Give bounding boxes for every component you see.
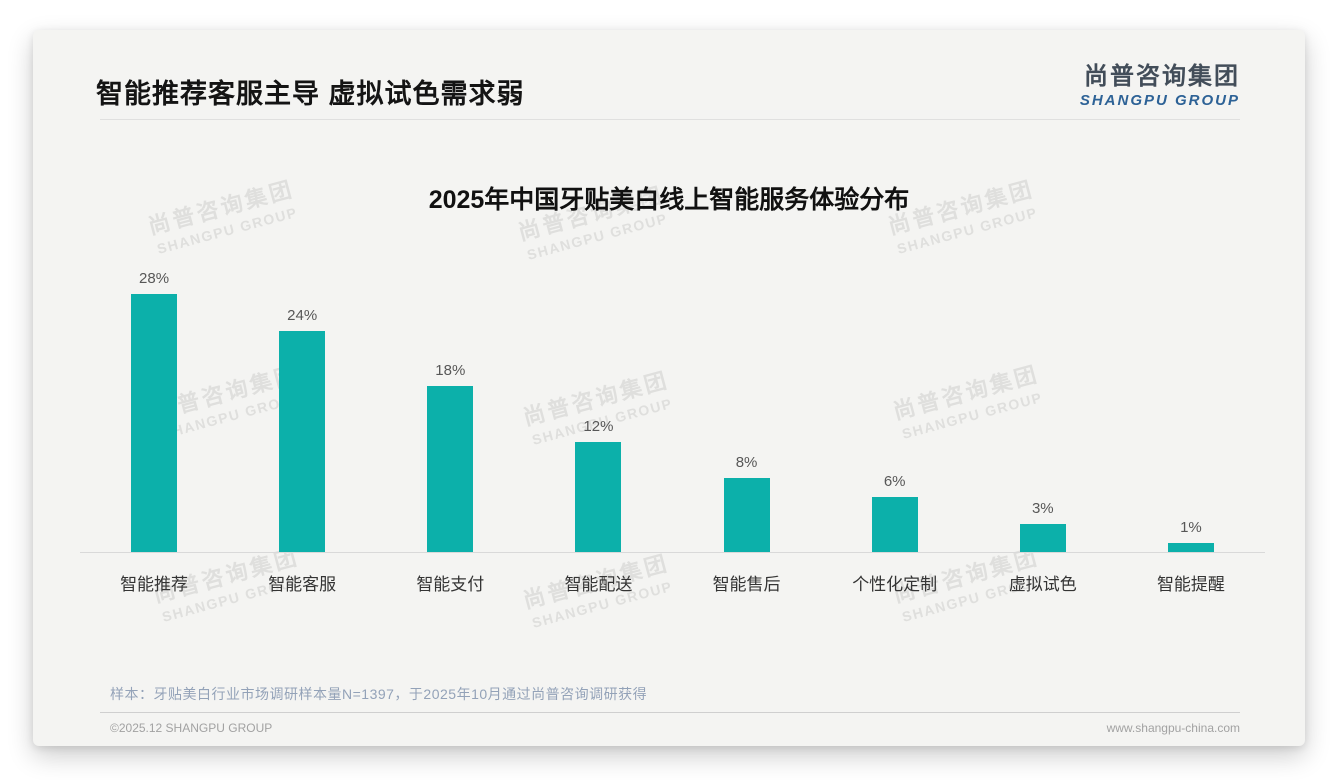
report-slide: 尚普咨询集团 SHANGPU GROUP 尚普咨询集团 SHANGPU GROU… — [33, 30, 1305, 746]
chart-title: 2025年中国牙贴美白线上智能服务体验分布 — [428, 186, 910, 214]
logo-en-text: SHANGPU GROUP — [1079, 92, 1240, 109]
logo-cn-text: 尚普咨询集团 — [1084, 63, 1240, 90]
category-label: 智能客服 — [268, 575, 337, 594]
bar-column: 1% — [1117, 519, 1265, 552]
bar-value-label: 3% — [1031, 500, 1054, 517]
bar — [1167, 543, 1214, 552]
category-axis: 智能推荐 智能客服 智能支付 智能配送 智能售后 个性化定制 虚拟试色 智能提醒 — [80, 554, 1265, 595]
bar-value-label: 6% — [883, 473, 906, 490]
category-label: 智能售后 — [712, 575, 781, 594]
bar — [131, 294, 178, 552]
website-link[interactable]: www.shangpu-china.com — [1106, 721, 1240, 735]
bar — [723, 478, 770, 552]
bar-column: 28% — [80, 270, 228, 552]
bar — [279, 331, 326, 552]
category-label: 虚拟试色 — [1008, 575, 1077, 594]
category-label: 智能配送 — [564, 575, 633, 594]
bar-value-label: 1% — [1180, 519, 1202, 536]
copyright-text: ©2025.12 SHANGPU GROUP — [110, 721, 273, 735]
bar-column: 18% — [376, 362, 524, 552]
category-label: 智能提醒 — [1156, 575, 1225, 594]
plot-area: 28% 24% 18% 12% 8% 6% 3% 1% — [80, 263, 1265, 553]
bar-value-label: 8% — [735, 454, 758, 471]
header-divider — [100, 119, 1240, 120]
bar-column: 3% — [969, 500, 1117, 552]
page-title: 智能推荐客服主导 虚拟试色需求弱 — [96, 79, 525, 109]
footer: ©2025.12 SHANGPU GROUP www.shangpu-china… — [110, 721, 1240, 735]
footer-divider — [100, 712, 1240, 713]
bar-value-label: 28% — [139, 270, 170, 287]
bar-value-label: 12% — [583, 418, 614, 435]
bar — [427, 386, 474, 552]
bar-value-label: 18% — [435, 362, 466, 379]
bar — [871, 497, 918, 552]
sample-note: 样本：牙贴美白行业市场调研样本量N=1397，于2025年10月通过尚普咨询调研… — [110, 686, 648, 702]
category-label: 智能支付 — [416, 575, 485, 594]
bar-column: 6% — [821, 473, 969, 552]
category-label: 智能推荐 — [120, 575, 189, 594]
company-logo: 尚普咨询集团 SHANGPU GROUP — [1080, 56, 1240, 109]
bar-column: 24% — [228, 307, 376, 552]
bar — [1019, 524, 1066, 552]
bar — [575, 442, 622, 552]
bar-column: 12% — [524, 418, 672, 552]
bar-column: 8% — [673, 454, 821, 552]
bar-value-label: 24% — [287, 307, 318, 324]
category-label: 个性化定制 — [852, 575, 938, 594]
